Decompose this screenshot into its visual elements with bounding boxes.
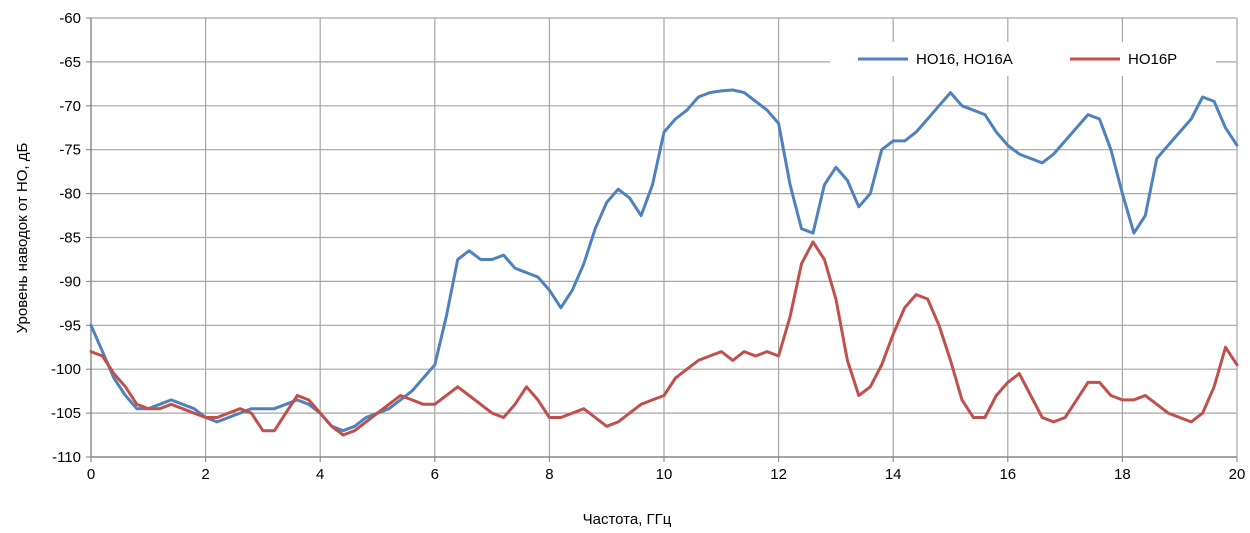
series-layer — [89, 88, 1239, 437]
x-tick-label: 4 — [316, 466, 324, 483]
x-tick-label: 0 — [87, 466, 95, 483]
y-tick-label: -100 — [51, 361, 81, 378]
x-tick-label: 16 — [999, 466, 1016, 483]
x-tick-label: 2 — [201, 466, 209, 483]
x-axis-ticks: 0 2 4 6 8 10 12 14 16 18 20 — [87, 457, 1246, 483]
y-tick-label: -75 — [59, 142, 81, 159]
legend: НО16, НО16А НО16Р — [830, 42, 1216, 76]
y-tick-label: -70 — [59, 98, 81, 115]
legend-label-1: НО16, НО16А — [916, 51, 1013, 68]
x-tick-label: 6 — [431, 466, 439, 483]
x-tick-label: 14 — [885, 466, 902, 483]
x-tick-label: 12 — [770, 466, 787, 483]
x-axis-title: Частота, ГГц — [583, 511, 672, 528]
y-tick-label: -110 — [52, 449, 81, 466]
y-axis-title: Уровень наводок от НО, дБ — [14, 143, 31, 334]
y-tick-label: -85 — [59, 230, 81, 247]
y-axis-ticks: -60 -65 -70 -75 -80 -85 -90 -95 -100 -105 -110 — [51, 10, 91, 466]
x-tick-label: 10 — [656, 466, 673, 483]
y-tick-label: -95 — [59, 317, 81, 334]
series-line-1 — [89, 88, 1239, 433]
y-tick-label: -65 — [59, 54, 81, 71]
y-tick-label: -90 — [59, 273, 81, 290]
y-tick-label: -80 — [59, 186, 81, 203]
series-line-2 — [89, 240, 1239, 437]
y-tick-label: -60 — [59, 10, 81, 27]
legend-label-2: НО16Р — [1128, 51, 1177, 68]
y-tick-label: -105 — [51, 405, 81, 422]
x-tick-label: 8 — [545, 466, 553, 483]
x-tick-label: 18 — [1114, 466, 1131, 483]
x-tick-label: 20 — [1229, 466, 1246, 483]
